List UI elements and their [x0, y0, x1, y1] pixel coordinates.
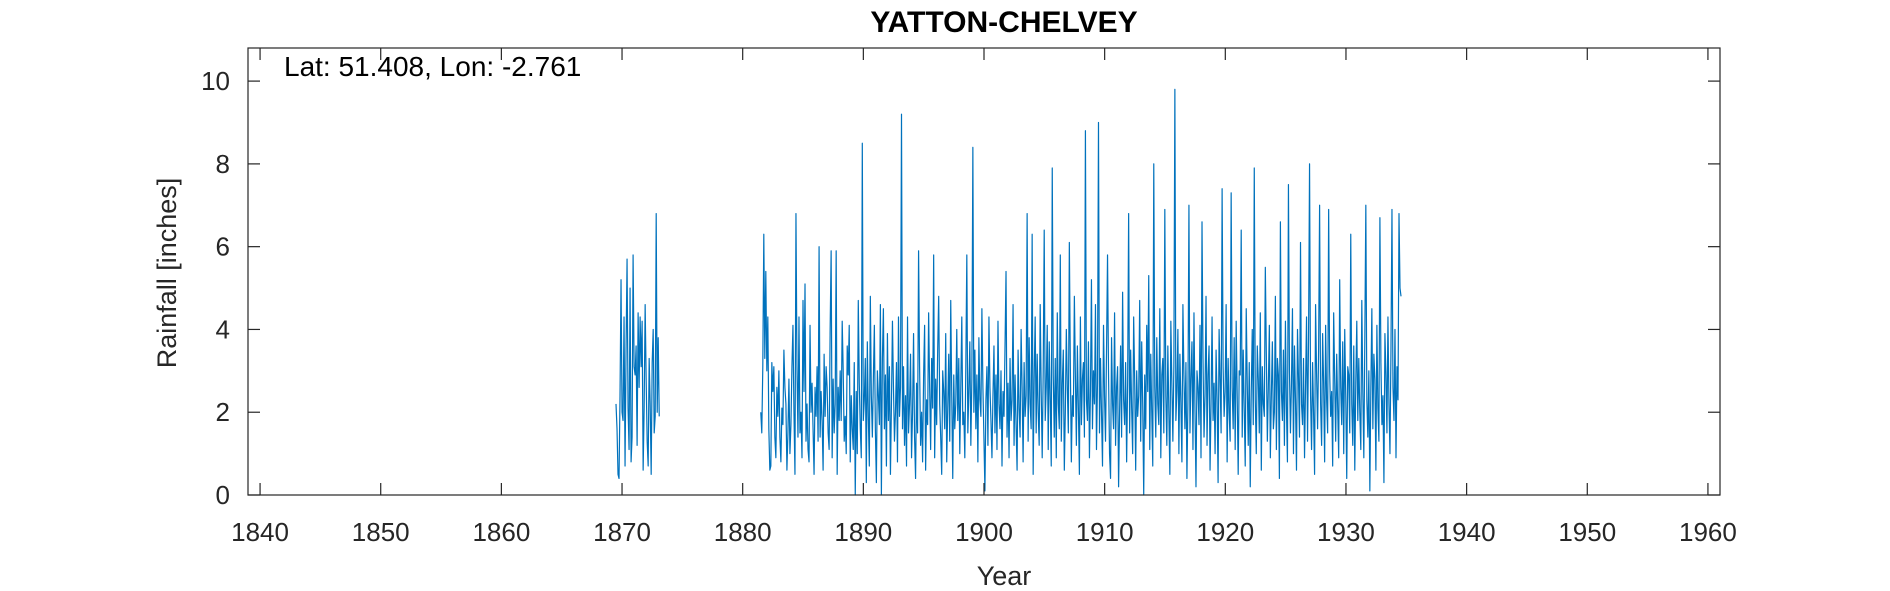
data-layer — [615, 88, 1402, 496]
y-tick-label: 10 — [201, 66, 230, 96]
x-tick-label: 1840 — [231, 517, 289, 547]
x-tick-label: 1880 — [714, 517, 772, 547]
x-tick-label: 1940 — [1438, 517, 1496, 547]
x-tick-label: 1920 — [1196, 517, 1254, 547]
y-axis-title: Rainfall [inches] — [152, 178, 182, 369]
y-tick-label: 2 — [216, 397, 230, 427]
y-tick-label: 6 — [216, 232, 230, 262]
chart-title: YATTON-CHELVEY — [870, 6, 1137, 39]
x-tick-label: 1870 — [593, 517, 651, 547]
y-tick-label: 4 — [216, 314, 230, 344]
rainfall-series-line-segment-1 — [615, 212, 660, 480]
x-tick-label: 1900 — [955, 517, 1013, 547]
x-tick-label: 1890 — [834, 517, 892, 547]
x-tick-label: 1930 — [1317, 517, 1375, 547]
location-annotation: Lat: 51.408, Lon: -2.761 — [284, 51, 581, 82]
x-tick-label: 1960 — [1679, 517, 1737, 547]
axes-layer: 1840 1850 1860 1870 1880 1890 1900 1910 1920 1930… — [201, 47, 1737, 547]
x-axis-title: Year — [977, 561, 1032, 591]
x-tick-label: 1850 — [352, 517, 410, 547]
rainfall-series-line-segment-2 — [760, 88, 1402, 496]
y-tick-label: 8 — [216, 149, 230, 179]
x-tick-label: 1860 — [472, 517, 530, 547]
y-tick-label: 0 — [216, 480, 230, 510]
x-tick-label: 1910 — [1076, 517, 1134, 547]
x-tick-label: 1950 — [1558, 517, 1616, 547]
